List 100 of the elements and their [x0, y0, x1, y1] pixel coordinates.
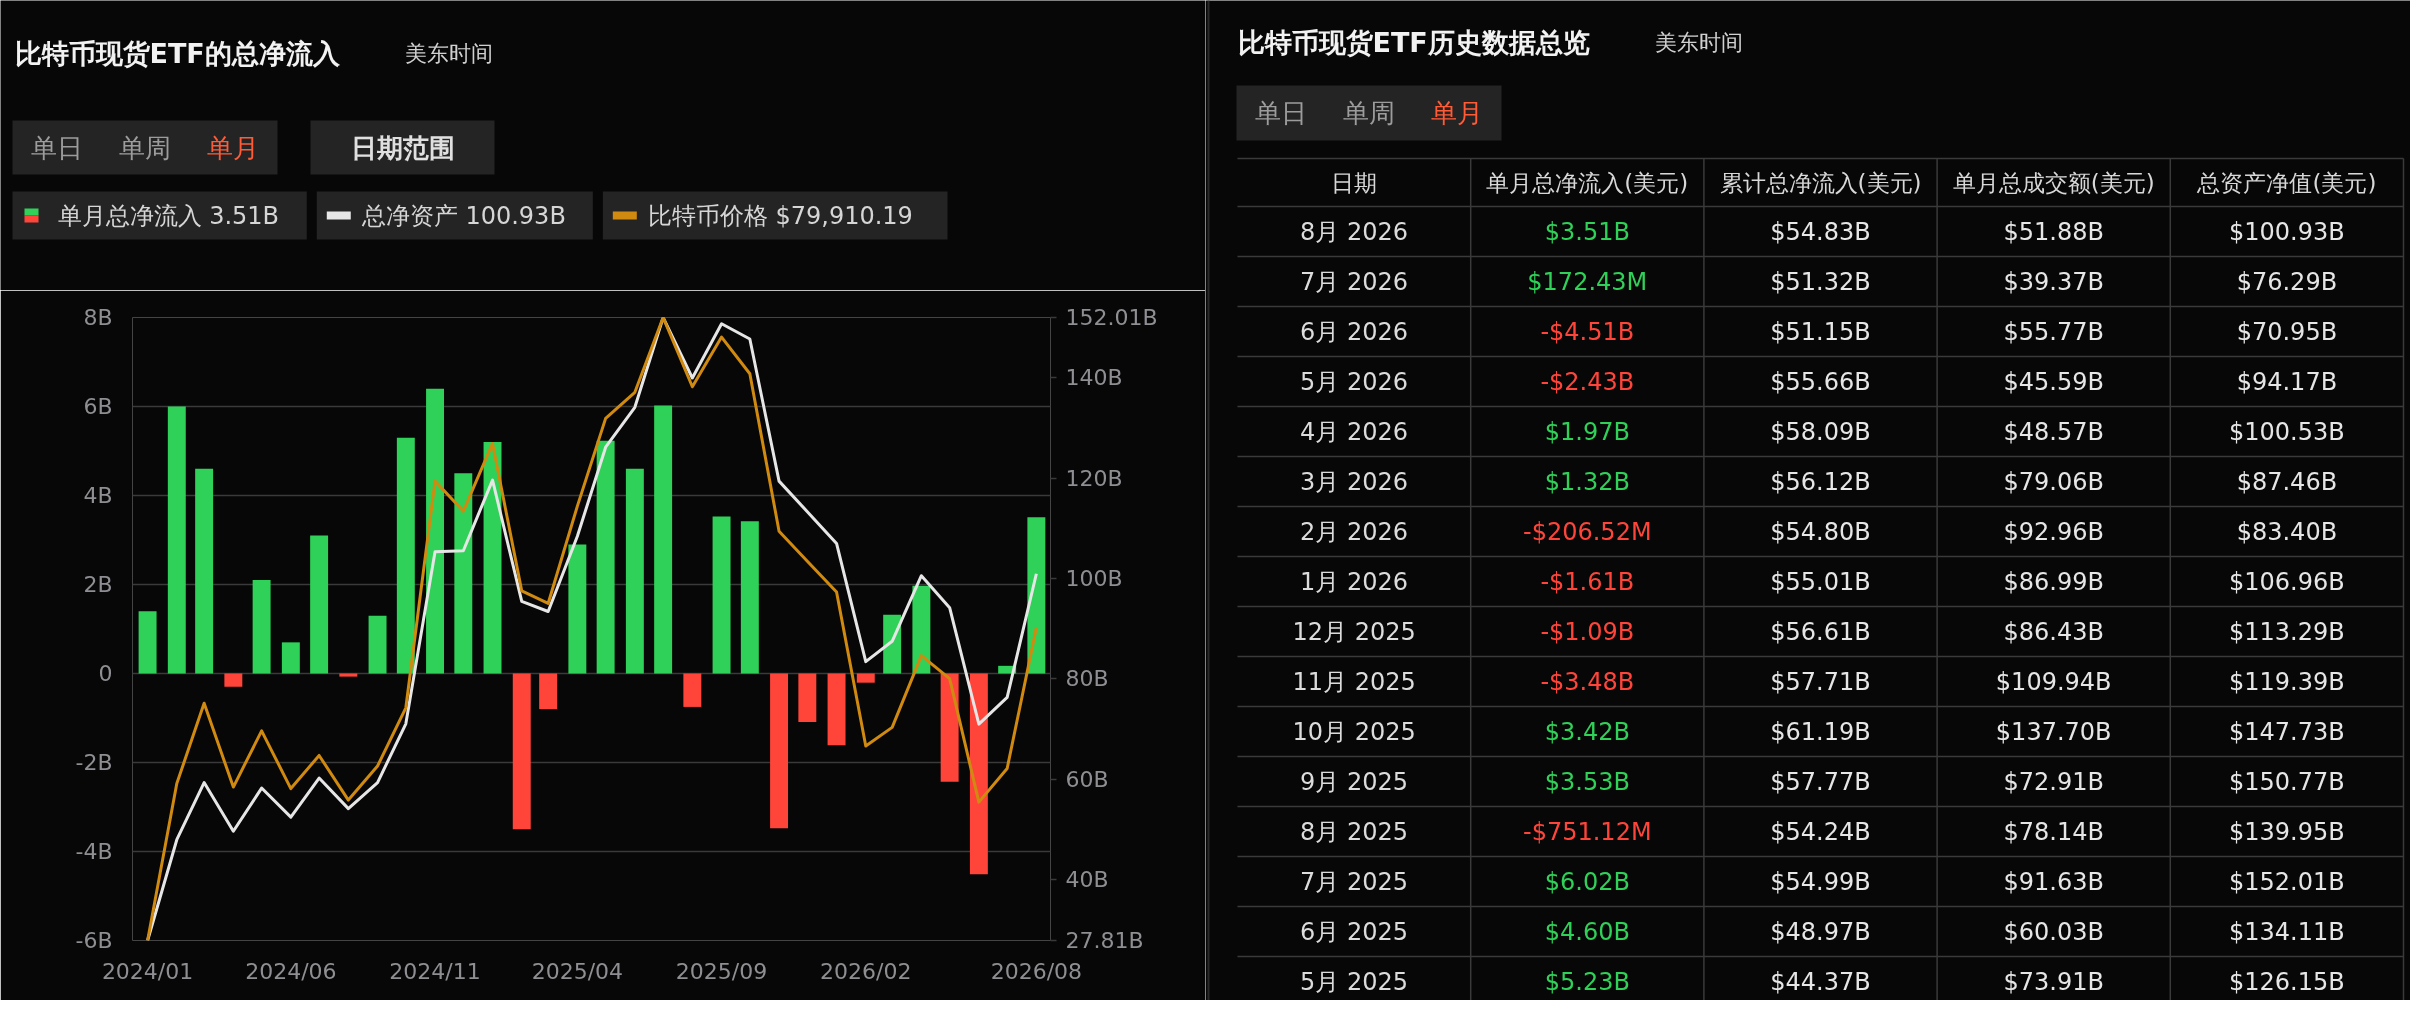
text: 单月总成交额(美元) — [1952, 169, 2155, 196]
data-label: $87.46B — [2236, 467, 2338, 496]
data-label: $45.59B — [2003, 367, 2104, 396]
data-label: $109.94B — [1995, 667, 2112, 696]
bar — [195, 468, 214, 674]
category-label: 4月 2026 — [1300, 417, 1409, 446]
data-label: $106.96B — [2229, 567, 2345, 596]
series-label: 单月总净流入(美元) — [1486, 169, 1689, 196]
bar — [224, 673, 243, 687]
data-label: $39.37B — [2003, 267, 2104, 296]
data-label: -$4.51B — [1540, 317, 1635, 346]
data-label: $139.95B — [2229, 817, 2345, 846]
y-tick-label: 4B — [83, 483, 113, 508]
text: 累计总净流入(美元) — [1719, 169, 1922, 196]
data-label: -$1.09B — [1540, 617, 1635, 646]
y2-tick-label: 100B — [1065, 565, 1123, 591]
text: 单日 — [1254, 98, 1307, 128]
data-label: $134.11B — [2229, 917, 2345, 946]
data-label: -$206.52M — [1522, 517, 1652, 546]
y-tick-label: 8B — [83, 305, 113, 330]
bar — [625, 468, 644, 674]
category-label: 6月 2026 — [1300, 317, 1409, 346]
data-label: $83.40B — [2236, 517, 2338, 546]
bar — [138, 611, 157, 674]
y-tick-label: -2B — [75, 750, 113, 775]
bar — [252, 580, 271, 674]
x-tick-label: 2024/06 — [245, 958, 337, 984]
data-label: $1.32B — [1544, 467, 1630, 496]
data-label: $51.15B — [1770, 317, 1871, 346]
x-tick-label: 2025/04 — [531, 958, 624, 984]
data-label: $51.88B — [2003, 217, 2104, 246]
bar — [683, 673, 702, 707]
y-tick-label: -4B — [75, 839, 113, 864]
data-label: $76.29B — [2236, 267, 2338, 296]
data-label: $57.77B — [1770, 767, 1871, 796]
x-tick-label: 2025/09 — [675, 958, 768, 984]
legend-label: 比特币价格 $79,910.19 — [647, 201, 913, 230]
text: 比特币现货ETF历史数据总览 — [1237, 27, 1590, 58]
category-label: 12月 2025 — [1292, 617, 1416, 646]
y-tick-label: 6B — [83, 394, 113, 419]
text: 日期 — [1331, 169, 1378, 196]
category-label: 7月 2026 — [1300, 267, 1409, 296]
category-label: 8月 2025 — [1300, 817, 1409, 846]
bar — [969, 673, 988, 875]
text: 单周 — [1343, 98, 1395, 128]
category-label: 1月 2026 — [1300, 567, 1409, 596]
data-label: $1.97B — [1544, 417, 1630, 446]
y2-tick-label: 27.81B — [1065, 928, 1144, 953]
y-tick-label: 2B — [83, 572, 113, 597]
bar — [596, 440, 615, 674]
data-label: $5.23B — [1544, 967, 1630, 996]
category-label: 7月 2025 — [1300, 867, 1409, 896]
data-label: $150.77B — [2229, 767, 2345, 796]
data-label: $61.19B — [1770, 717, 1871, 746]
text: 单月 — [1431, 98, 1484, 128]
data-label: $57.71B — [1770, 667, 1871, 696]
x-tick-label: 2026/02 — [820, 958, 912, 984]
bar — [539, 673, 558, 710]
y2-tick-label: 80B — [1065, 666, 1109, 692]
category-label: 8月 2026 — [1300, 217, 1409, 246]
data-label: $100.53B — [2229, 417, 2345, 446]
bar — [712, 516, 731, 674]
bar — [912, 585, 931, 674]
line-series — [146, 317, 1038, 941]
data-label: $72.91B — [2003, 767, 2104, 796]
legend-label: 总净资产 100.93B — [360, 201, 566, 230]
data-label: $4.60B — [1544, 917, 1630, 946]
data-label: $100.93B — [2229, 217, 2345, 246]
bar — [798, 673, 817, 723]
bar — [856, 673, 875, 683]
data-label: $58.09B — [1770, 417, 1871, 446]
data-label: $3.53B — [1544, 767, 1630, 796]
x-tick-label: 2024/11 — [389, 958, 481, 984]
data-label: $51.32B — [1770, 267, 1871, 296]
data-label: $73.91B — [2003, 967, 2104, 996]
data-label: $56.12B — [1770, 467, 1871, 496]
data-label: $3.42B — [1544, 717, 1630, 746]
text: 日期范围 — [350, 132, 455, 163]
category-label: 3月 2026 — [1300, 467, 1409, 496]
bar — [940, 673, 959, 782]
y-tick-label: 0 — [98, 661, 113, 686]
text: 单日 — [30, 132, 83, 163]
x-tick-label: 2026/08 — [990, 958, 1083, 984]
text: 单月 — [207, 132, 260, 163]
bar — [1027, 517, 1046, 674]
y2-tick-label: 152.01B — [1065, 305, 1158, 330]
category-label: 9月 2025 — [1300, 767, 1409, 796]
bar — [883, 614, 902, 674]
data-label: $86.43B — [2003, 617, 2104, 646]
category-label: 11月 2025 — [1292, 667, 1416, 696]
text: 单周 — [119, 132, 171, 163]
y2-tick-label: 140B — [1065, 365, 1123, 391]
data-label: $54.24B — [1770, 817, 1871, 846]
data-label: $79.06B — [2003, 467, 2104, 496]
data-label: $126.15B — [2229, 967, 2345, 996]
data-label: $48.57B — [2003, 417, 2104, 446]
bar — [310, 535, 329, 674]
data-label: $56.61B — [1770, 617, 1871, 646]
data-label: $78.14B — [2003, 817, 2104, 846]
data-label: -$1.61B — [1540, 567, 1635, 596]
